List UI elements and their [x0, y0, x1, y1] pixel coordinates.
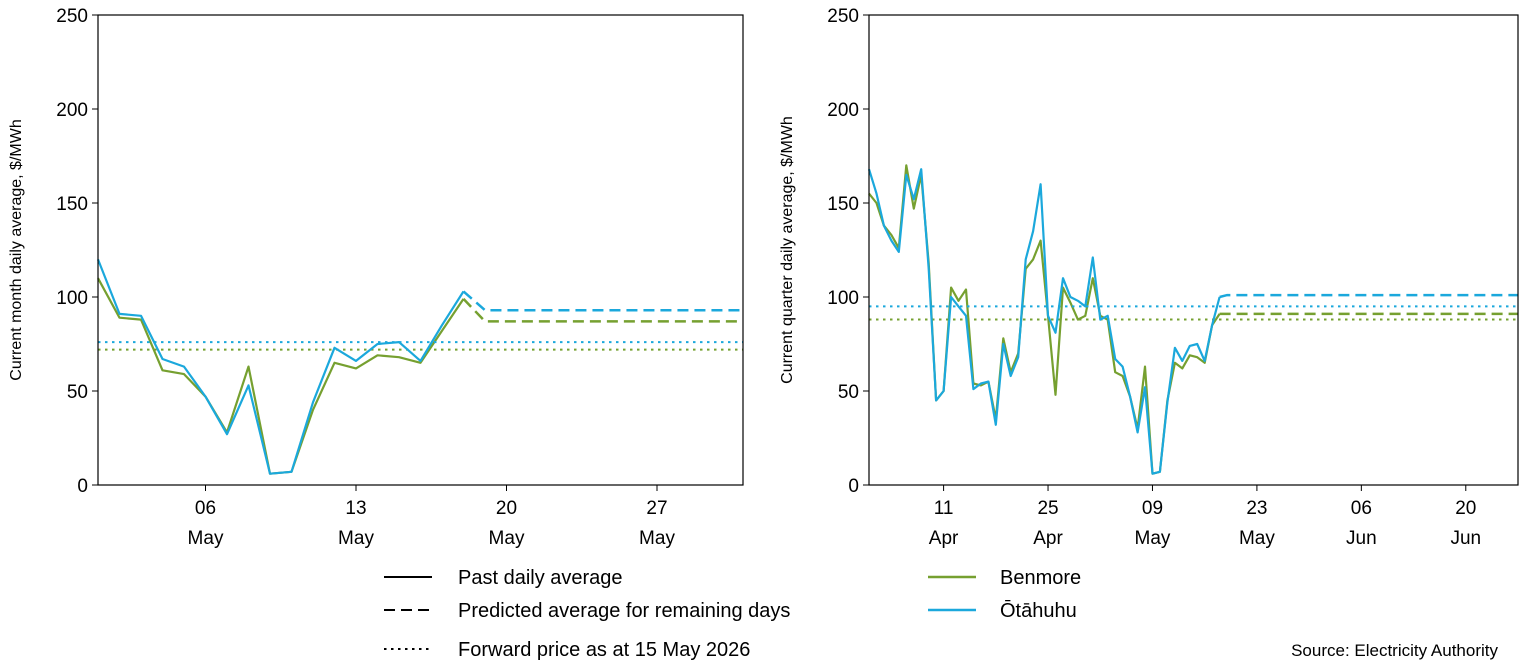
- x-tick-month-label: May: [188, 528, 224, 549]
- quarter-chart-panel: 0 50 100 150 200 250 11 Apr 25 Apr 09 May 23 May 06 Jun…: [779, 6, 1519, 549]
- y-tick-label: 200: [827, 100, 859, 121]
- x-tick-month-label: May: [639, 528, 675, 549]
- x-tick-day-label: 27: [646, 498, 667, 519]
- x-tick-month-label: May: [489, 528, 525, 549]
- legend-series-label-0: Benmore: [1000, 567, 1081, 589]
- y-tick-label: 100: [56, 288, 88, 309]
- source-note: Source: Electricity Authority: [1291, 641, 1498, 660]
- x-tick-month-label: Apr: [1033, 528, 1063, 549]
- x-tick-day-label: 20: [496, 498, 517, 519]
- legend-series-label-1: Ōtāhuhu: [1000, 599, 1077, 622]
- x-tick-month-label: May: [338, 528, 374, 549]
- y-tick-label: 250: [827, 6, 859, 27]
- x-tick-day-label: 23: [1246, 498, 1267, 519]
- x-tick-day-label: 06: [195, 498, 216, 519]
- benmore-predicted-line: [462, 298, 743, 323]
- y-tick-label: 100: [827, 288, 859, 309]
- legend: Past daily average Predicted average for …: [384, 567, 1081, 661]
- otahuhu-predicted-line: [1219, 293, 1518, 299]
- y-tick-label: 50: [67, 382, 88, 403]
- otahuhu-past-line: [96, 258, 465, 475]
- x-tick-month-label: Apr: [929, 528, 959, 549]
- legend-dotted-label: Forward price as at 15 May 2026: [458, 639, 750, 661]
- y-tick-label: 0: [848, 476, 859, 497]
- x-tick-day-label: 20: [1455, 498, 1476, 519]
- y-tick-label: 150: [56, 194, 88, 215]
- y-tick-label: 200: [56, 100, 88, 121]
- benmore-past-line: [97, 277, 465, 475]
- y-tick-label: 250: [56, 6, 88, 27]
- y-tick-label: 50: [838, 382, 859, 403]
- x-tick-day-label: 11: [934, 498, 954, 519]
- x-tick-month-label: May: [1239, 528, 1275, 549]
- legend-dashed-label: Predicted average for remaining days: [458, 600, 790, 622]
- y-axis-title: Current month daily average, $/MWh: [8, 119, 25, 380]
- x-tick-day-label: 25: [1037, 498, 1058, 519]
- x-tick-month-label: Jun: [1346, 528, 1377, 549]
- x-tick-day-label: 13: [345, 498, 366, 519]
- month-chart-panel: 0 50 100 150 200 250 06 May 13 May 20 May 27 May Curre…: [8, 6, 744, 549]
- y-axis-title: Current quarter daily average, $/MWh: [779, 116, 796, 384]
- legend-solid-label: Past daily average: [458, 567, 623, 589]
- x-tick-month-label: May: [1135, 528, 1171, 549]
- y-tick-label: 0: [77, 476, 88, 497]
- otahuhu-past-line: [867, 168, 1221, 475]
- y-tick-label: 150: [827, 194, 859, 215]
- x-tick-day-label: 06: [1351, 498, 1372, 519]
- plot-frame: [868, 14, 1519, 486]
- plot-frame: [97, 14, 744, 486]
- x-tick-day-label: 09: [1142, 498, 1163, 519]
- x-tick-month-label: Jun: [1450, 528, 1481, 549]
- otahuhu-predicted-line: [462, 290, 743, 312]
